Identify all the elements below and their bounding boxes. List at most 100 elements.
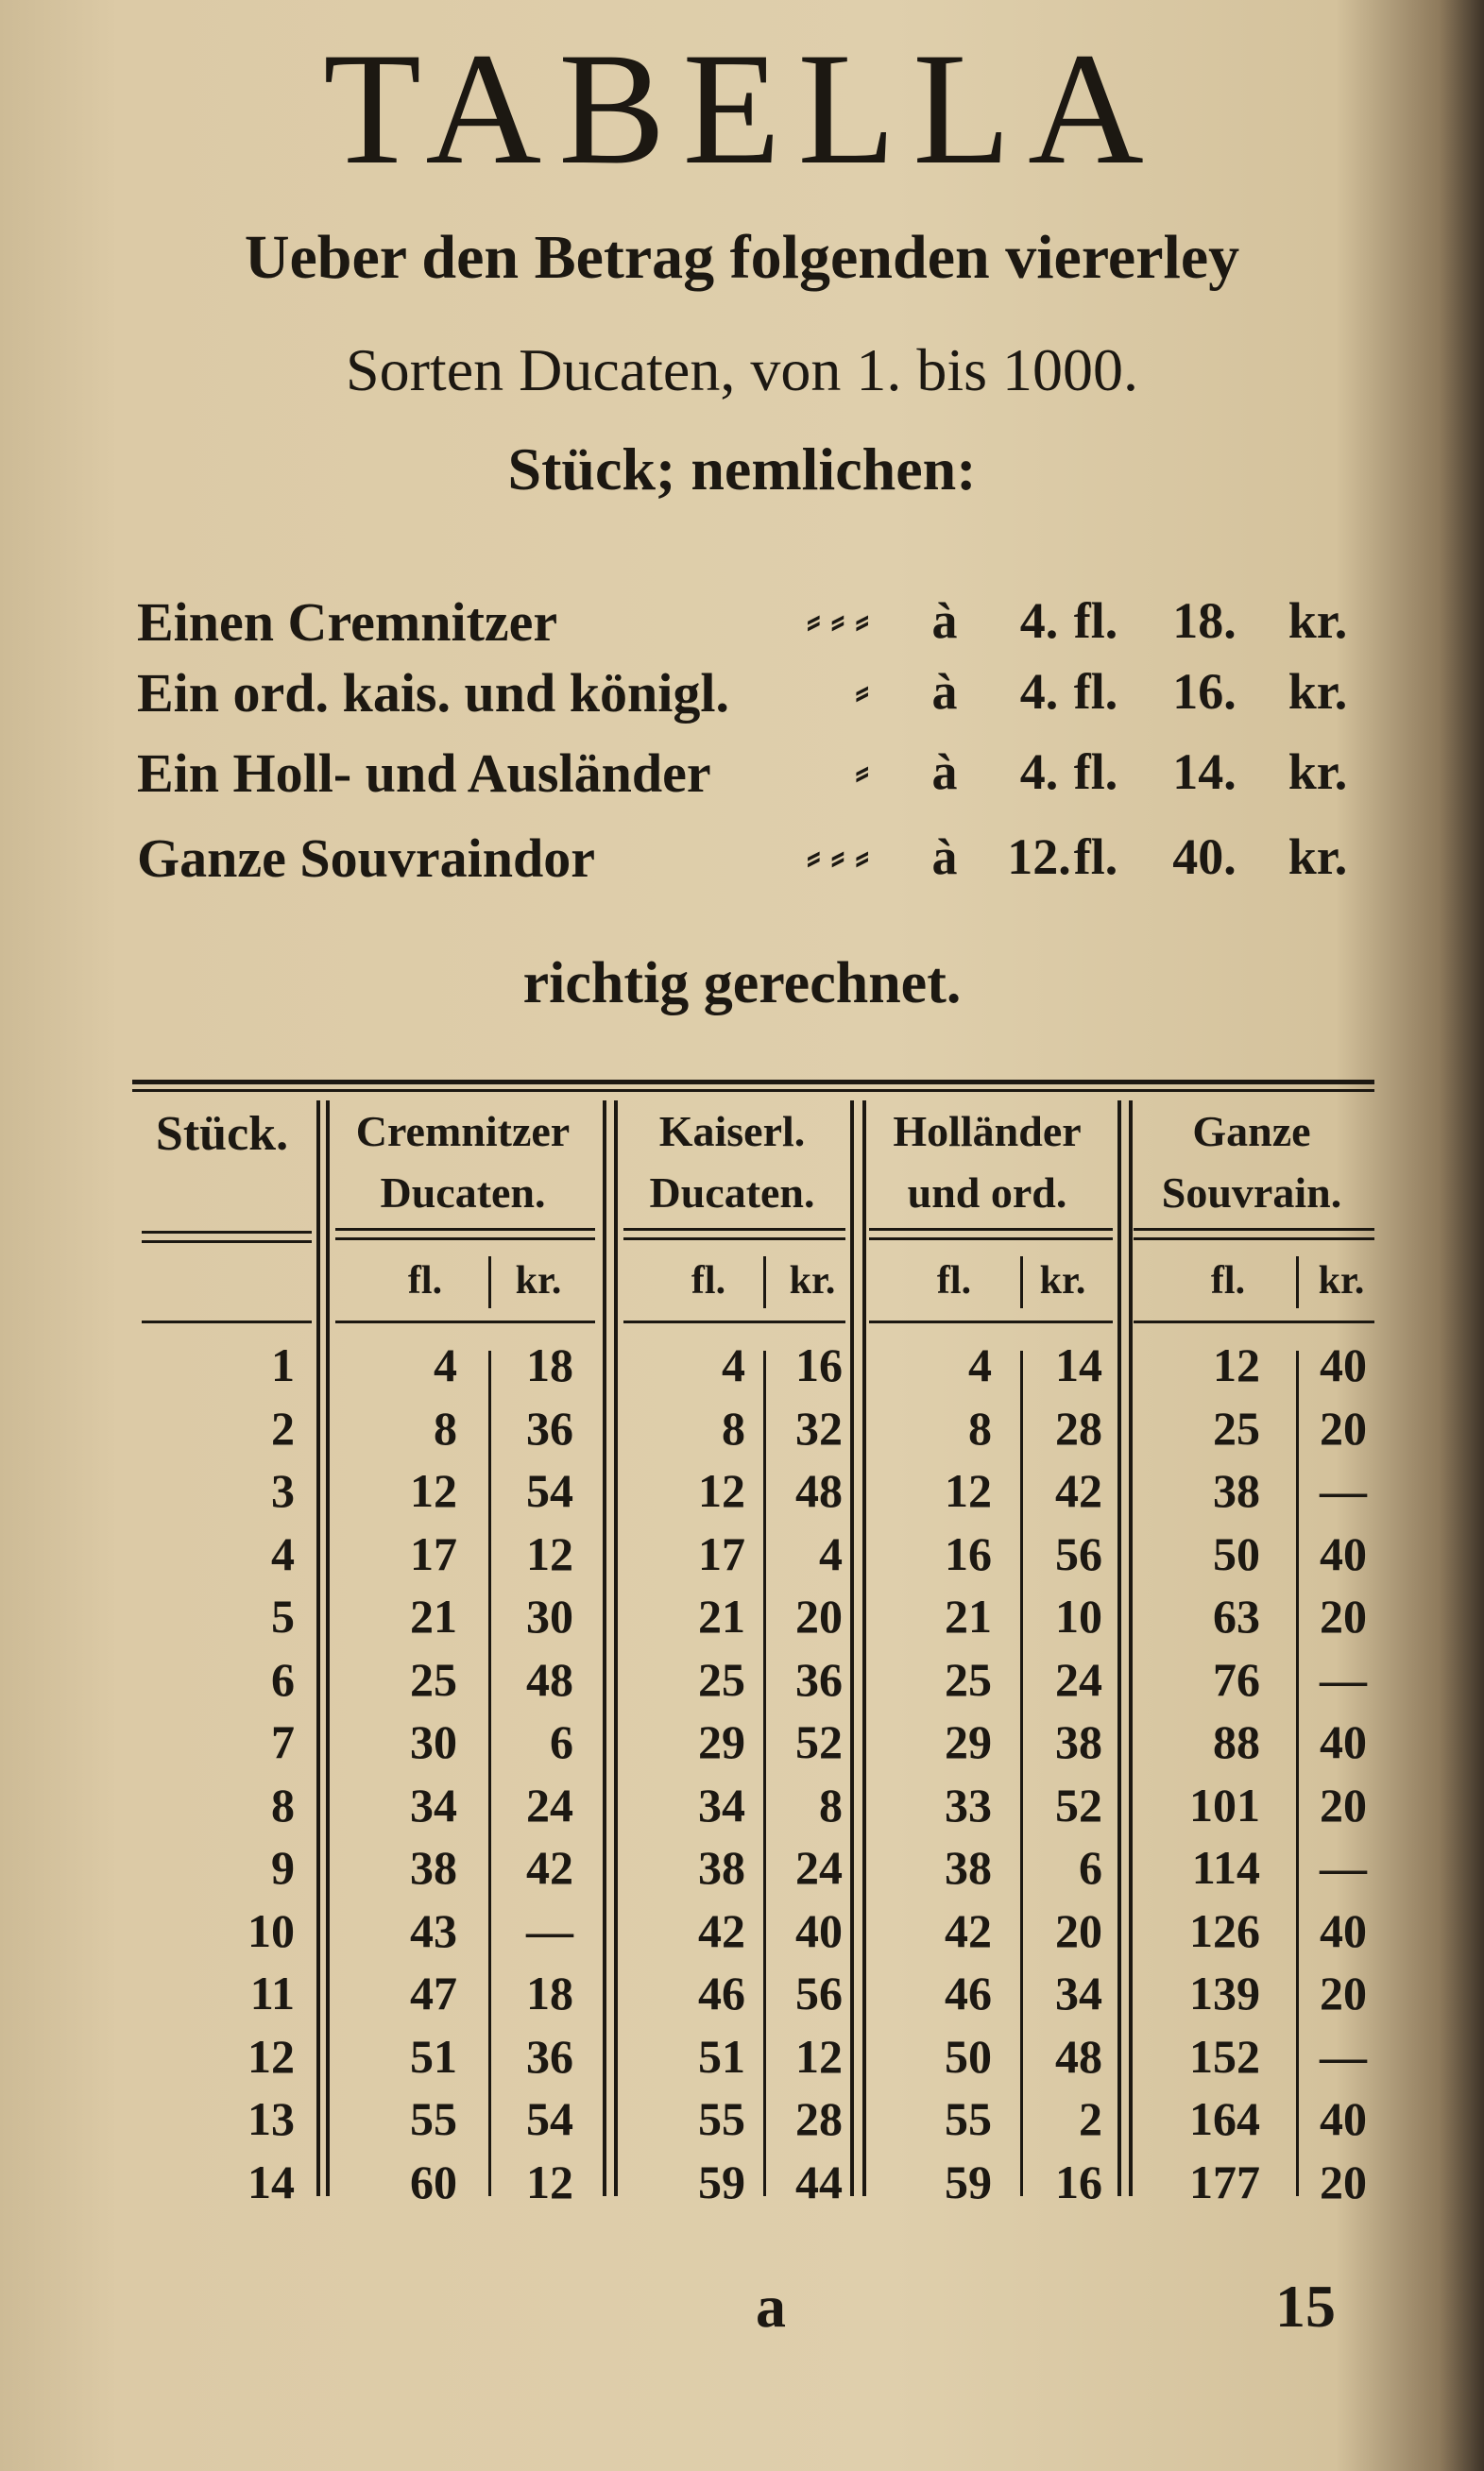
cell: 3 (271, 1464, 295, 1517)
rule (335, 1321, 595, 1323)
rule (1134, 1237, 1374, 1240)
rule (132, 1080, 1374, 1084)
cell: 11 (249, 1967, 295, 2019)
cell: 21 (698, 1590, 745, 1643)
cell: 60 (410, 2155, 457, 2208)
cell: 20 (795, 1590, 843, 1643)
cell: 8 (968, 1401, 992, 1455)
cell: 36 (795, 1652, 843, 1706)
cell: 10 (247, 1903, 295, 1957)
cell: 177 (1189, 2155, 1260, 2208)
cell: 36 (526, 2029, 573, 2083)
cell: 13 (247, 2092, 295, 2145)
cell: 40 (1320, 1338, 1367, 1391)
column-header: Holländer (893, 1107, 1082, 1155)
cell: 17 (410, 1526, 457, 1580)
cell: 25 (945, 1652, 992, 1706)
rate-part: kr. (1288, 663, 1348, 720)
rate-part: à (931, 828, 958, 885)
cell: 12 (526, 2155, 573, 2208)
cell: 12 (526, 1526, 573, 1580)
cell: 4 (819, 1526, 843, 1580)
cell: 40 (795, 1903, 843, 1957)
subheader: kr. (1039, 1259, 1086, 1303)
cell: 20 (1320, 1401, 1367, 1455)
cell: 12 (795, 2029, 843, 2083)
cell: 25 (1213, 1401, 1260, 1455)
column-header: Cremnitzer (355, 1107, 571, 1155)
cell: 139 (1189, 1967, 1260, 2019)
rate-label: Ein ord. kais. und königl. (137, 662, 730, 724)
cell: 34 (410, 1778, 457, 1832)
signature: a (756, 2273, 786, 2340)
cell: 21 (945, 1590, 992, 1643)
cell: 42 (698, 1903, 745, 1957)
rate-leader: ⸗ ⸗ ⸗ (807, 597, 869, 643)
rule (1134, 1228, 1374, 1231)
cell: 101 (1189, 1778, 1260, 1832)
rate-part: à (931, 743, 958, 800)
rule (763, 1351, 766, 2196)
rule (623, 1237, 845, 1240)
cell: 38 (698, 1841, 745, 1894)
rule (132, 1089, 1374, 1092)
cell: 25 (410, 1652, 457, 1706)
rule (869, 1237, 1113, 1240)
column-header: Kaiserl. (658, 1107, 806, 1155)
rate-part: 40. (1172, 828, 1237, 885)
cell: 18 (526, 1967, 573, 2019)
cell: 36 (526, 1401, 573, 1455)
rate-part: kr. (1288, 828, 1348, 885)
rule (1020, 1351, 1023, 2196)
cell: 24 (1055, 1652, 1102, 1706)
rate-part: fl. (1073, 743, 1118, 800)
rule (623, 1321, 845, 1323)
cell: 114 (1191, 1841, 1260, 1894)
cell: 4 (722, 1338, 745, 1391)
cell: 34 (698, 1778, 745, 1832)
note: richtig gerechnet. (522, 951, 962, 1015)
rate-part: kr. (1288, 743, 1348, 800)
cell: 18 (526, 1338, 573, 1391)
cell: 46 (698, 1967, 745, 2019)
cell: — (1320, 1652, 1367, 1706)
rule (335, 1228, 595, 1231)
cell: 40 (1320, 1526, 1367, 1580)
cell: 14 (1055, 1338, 1102, 1391)
cell: 54 (526, 2092, 573, 2145)
cell: 7 (271, 1715, 295, 1768)
cell: — (1320, 2029, 1367, 2083)
column-header: Souvrain. (1161, 1168, 1342, 1217)
cell: 16 (795, 1338, 843, 1391)
cell: 2 (271, 1401, 295, 1455)
subheader: fl. (1210, 1259, 1246, 1303)
cell: 48 (1055, 2029, 1102, 2083)
cell: 40 (1320, 1715, 1367, 1768)
cell: 43 (410, 1903, 457, 1957)
cell: 59 (945, 2155, 992, 2208)
cell: 30 (526, 1590, 573, 1643)
cell: 59 (698, 2155, 745, 2208)
rate-label: Ein Holl- und Ausländer (137, 742, 711, 804)
rate-part: 18. (1172, 592, 1237, 649)
cell: 48 (795, 1464, 843, 1517)
cell: 54 (526, 1464, 573, 1517)
cell: 6 (271, 1652, 295, 1706)
cell: 51 (410, 2029, 457, 2083)
rate-label: Ganze Souvraindor (137, 827, 595, 889)
rate-part: 12. (1007, 828, 1071, 885)
cell: 42 (526, 1841, 573, 1894)
cell: 6 (1079, 1841, 1102, 1894)
rate-leader: ⸗ (855, 668, 869, 714)
rate-part: 16. (1172, 663, 1237, 720)
rule (603, 1100, 606, 2196)
cell: 55 (410, 2092, 457, 2145)
rate-part: fl. (1073, 663, 1118, 720)
cell: 42 (945, 1903, 992, 1957)
cell: 17 (698, 1526, 745, 1580)
cell: 56 (1055, 1526, 1102, 1580)
cell: 55 (945, 2092, 992, 2145)
cell: 38 (410, 1841, 457, 1894)
rate-part: fl. (1073, 828, 1118, 885)
cell: 8 (722, 1401, 745, 1455)
